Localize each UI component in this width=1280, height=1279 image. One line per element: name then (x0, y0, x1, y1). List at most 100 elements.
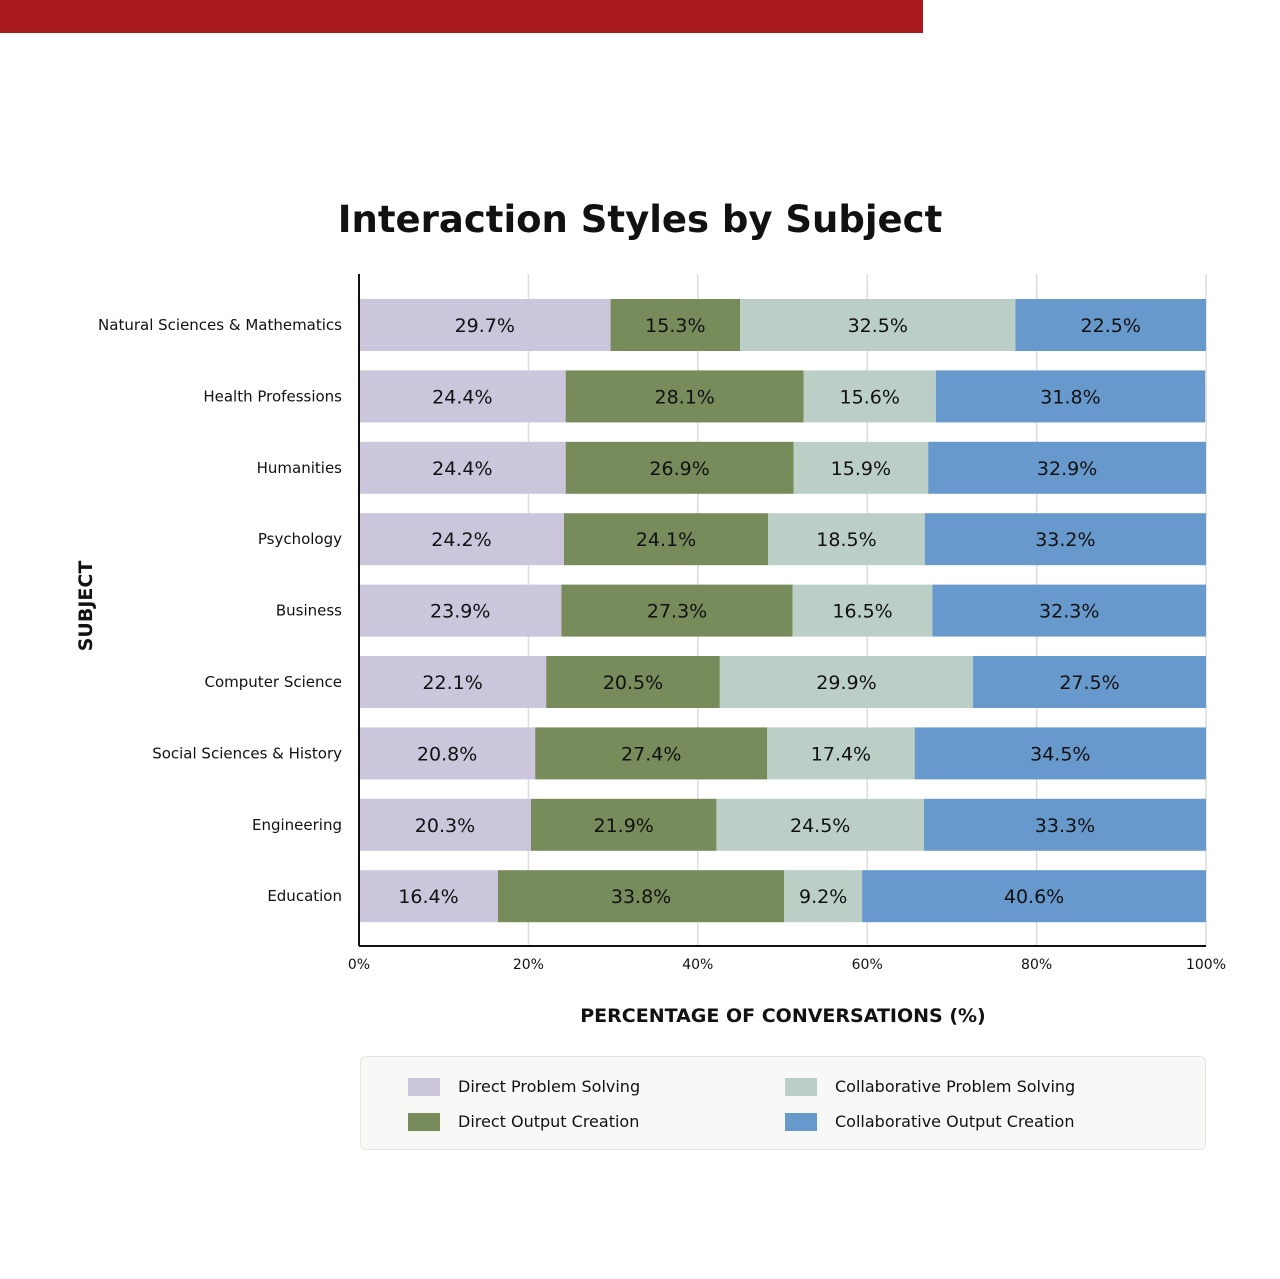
bar-segment (359, 370, 566, 423)
bar-segment (497, 870, 785, 923)
bar-segment (784, 870, 863, 923)
category-label: Natural Sciences & Mathematics (98, 316, 342, 334)
data-label: 16.4% (398, 886, 458, 908)
legend-label: Collaborative Output Creation (835, 1112, 1075, 1131)
bar-segment (530, 798, 717, 851)
bar-segment (973, 656, 1206, 708)
x-tick-label: 20% (513, 957, 544, 973)
data-label: 40.6% (1004, 886, 1064, 908)
legend-swatch (785, 1077, 817, 1096)
legend-item-collaborative-problem-solving: Collaborative Problem Solving (785, 1077, 1075, 1096)
data-label: 31.8% (1040, 386, 1100, 408)
bar-segment (359, 441, 566, 494)
bar-segment (359, 513, 564, 566)
x-tick-label: 0% (348, 957, 370, 973)
legend-item-collaborative-output-creation: Collaborative Output Creation (785, 1112, 1074, 1131)
category-label: Education (267, 887, 342, 905)
bar-segment (928, 441, 1206, 494)
bar-segment (359, 870, 498, 923)
bar-segment (793, 441, 929, 494)
legend-item-direct-output-creation: Direct Output Creation (408, 1112, 639, 1131)
bar-segment (923, 798, 1206, 851)
x-tick-label: 80% (1021, 957, 1052, 973)
data-label: 16.5% (832, 601, 892, 623)
data-label: 28.1% (654, 386, 714, 408)
bar-segment (716, 798, 924, 851)
bar-segment (792, 584, 933, 637)
bar-segment (719, 656, 974, 708)
bar-segment (535, 727, 768, 780)
bar-segment (862, 870, 1206, 923)
bar-segment (565, 370, 804, 423)
bar-segment (546, 656, 720, 708)
category-label: Computer Science (205, 673, 342, 691)
data-label: 29.9% (816, 672, 876, 694)
legend: Direct Problem Solving Direct Output Cre… (360, 1056, 1206, 1150)
legend-swatch (408, 1077, 440, 1096)
data-label: 15.9% (831, 458, 891, 480)
legend-swatch (785, 1112, 817, 1131)
legend-label: Direct Output Creation (458, 1112, 640, 1131)
category-label: Health Professions (203, 387, 342, 405)
data-label: 32.9% (1037, 458, 1097, 480)
bar-segment (768, 513, 925, 566)
data-label: 24.4% (432, 458, 492, 480)
chart-title: Interaction Styles by Subject (338, 198, 943, 241)
bar-segment (610, 299, 741, 351)
data-label: 27.5% (1059, 672, 1119, 694)
bar-segment (359, 798, 531, 851)
category-label: Engineering (252, 816, 342, 834)
bar-segment (914, 727, 1206, 780)
data-label: 23.9% (430, 601, 490, 623)
data-label: 22.1% (422, 672, 482, 694)
bar-segment (932, 584, 1206, 637)
bar-segment (767, 727, 915, 780)
data-label: 33.8% (611, 886, 671, 908)
bar-segment (803, 370, 936, 423)
data-label: 15.6% (840, 386, 900, 408)
legend-swatch (408, 1112, 440, 1131)
bar-segment (563, 513, 769, 566)
data-label: 24.5% (790, 815, 850, 837)
data-label: 34.5% (1030, 743, 1090, 765)
category-label: Psychology (258, 530, 342, 548)
data-label: 9.2% (799, 886, 847, 908)
data-label: 29.7% (455, 315, 515, 337)
x-tick-label: 60% (852, 957, 883, 973)
data-label: 26.9% (649, 458, 709, 480)
data-label: 24.1% (636, 529, 696, 551)
data-label: 20.8% (417, 743, 477, 765)
data-label: 27.4% (621, 743, 681, 765)
bar-segment (1015, 299, 1206, 351)
y-axis-title: SUBJECT (75, 561, 97, 652)
data-label: 33.2% (1035, 529, 1095, 551)
data-label: 24.2% (431, 529, 491, 551)
data-label: 15.3% (645, 315, 705, 337)
data-label: 21.9% (594, 815, 654, 837)
category-label: Social Sciences & History (152, 744, 342, 762)
data-label: 27.3% (647, 601, 707, 623)
x-tick-label: 100% (1186, 957, 1226, 973)
data-label: 32.3% (1039, 601, 1099, 623)
header-band (0, 0, 923, 33)
data-label: 24.4% (432, 386, 492, 408)
legend-label: Direct Problem Solving (458, 1077, 641, 1096)
x-tick-labels: 0% 20% 40% 60% 80% 100% (348, 957, 1226, 973)
bar-segment (359, 299, 611, 351)
data-label: 32.5% (848, 315, 908, 337)
data-label: 20.3% (415, 815, 475, 837)
category-label: Business (276, 602, 342, 620)
bar-segment (565, 441, 794, 494)
data-label: 33.3% (1035, 815, 1095, 837)
bar-segment (924, 513, 1206, 566)
bar-segment (935, 370, 1206, 423)
x-axis-title: PERCENTAGE OF CONVERSATIONS (%) (580, 1005, 986, 1027)
bar-segment (561, 584, 793, 637)
bar-segment (740, 299, 1016, 351)
category-labels: Natural Sciences & Mathematics Health Pro… (98, 316, 342, 905)
legend-label: Collaborative Problem Solving (835, 1077, 1076, 1096)
bar-segment (359, 656, 547, 708)
data-label: 18.5% (816, 529, 876, 551)
category-label: Humanities (257, 459, 343, 477)
